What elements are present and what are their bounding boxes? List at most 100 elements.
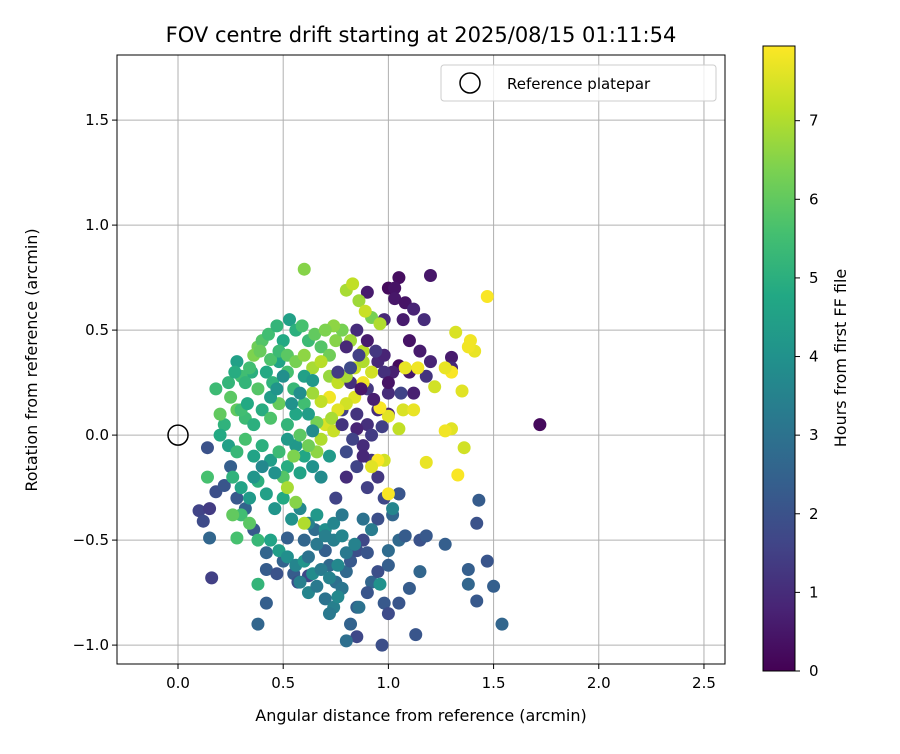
data-point: [423, 269, 437, 282]
data-point: [392, 422, 406, 436]
data-point: [270, 567, 284, 581]
data-point: [371, 565, 385, 579]
reference-platepar-marker: [167, 424, 189, 446]
y-tick-label: −0.5: [73, 531, 109, 549]
data-point: [356, 449, 370, 463]
data-point: [335, 508, 349, 522]
data-point: [314, 340, 328, 354]
data-point: [318, 323, 332, 337]
data-point: [381, 386, 395, 400]
data-point: [339, 546, 353, 560]
data-point: [360, 418, 374, 432]
data-point: [327, 516, 341, 530]
data-point: [381, 558, 395, 572]
data-point: [270, 382, 284, 396]
data-point: [297, 262, 311, 276]
data-point: [377, 596, 391, 610]
data-point: [192, 504, 206, 518]
data-point: [301, 550, 315, 564]
colorbar-tick-label: 0: [809, 662, 819, 680]
data-point: [306, 386, 320, 400]
data-point: [350, 422, 364, 436]
data-point: [314, 395, 328, 408]
data-point: [255, 460, 269, 474]
data-point: [470, 594, 484, 608]
reference-marker-layer: [167, 424, 189, 446]
y-axis-label: Rotation from reference (arcmin): [22, 228, 41, 491]
colorbar-ticks: 0 1 2 3 4 5 6 7: [795, 112, 819, 680]
data-point: [472, 493, 486, 507]
data-point: [356, 439, 370, 453]
data-point: [318, 529, 332, 543]
data-point: [365, 365, 379, 379]
data-point: [367, 392, 381, 406]
data-point: [419, 369, 433, 383]
data-point: [344, 361, 358, 375]
data-point: [413, 565, 427, 579]
data-point: [375, 638, 389, 652]
data-point: [354, 382, 368, 396]
data-point: [461, 340, 475, 354]
data-point: [438, 537, 452, 551]
data-point: [335, 418, 349, 432]
data-point: [280, 418, 294, 432]
data-point: [461, 563, 475, 576]
data-point: [306, 374, 320, 387]
data-point: [350, 460, 364, 474]
data-point: [297, 516, 311, 530]
data-point: [224, 460, 238, 474]
data-point: [295, 319, 309, 333]
colorbar-tick-label: 1: [809, 583, 819, 601]
data-point: [251, 577, 265, 591]
data-point: [388, 292, 402, 306]
data-point: [289, 407, 303, 421]
data-point: [339, 445, 353, 459]
data-point: [398, 361, 412, 375]
data-point: [394, 386, 408, 400]
data-point: [240, 397, 254, 411]
data-point: [293, 575, 307, 589]
legend-box: [440, 64, 717, 102]
data-point: [329, 491, 343, 505]
data-point: [276, 369, 290, 383]
data-point: [322, 571, 336, 585]
data-point: [455, 384, 469, 398]
data-point: [331, 558, 345, 572]
y-tick-label: 1.0: [85, 216, 109, 234]
colorbar-gradient: [762, 45, 796, 672]
data-point: [318, 592, 332, 606]
data-point: [308, 327, 322, 341]
data-point: [196, 514, 210, 528]
data-point: [243, 516, 257, 530]
data-point: [276, 334, 290, 348]
data-point: [407, 302, 421, 316]
data-point: [470, 516, 484, 530]
data-point: [297, 397, 311, 411]
grid-lines: [117, 55, 725, 664]
data-point: [259, 546, 273, 560]
data-point: [217, 418, 231, 432]
x-tick-label: 2.5: [692, 674, 716, 692]
data-point: [226, 470, 240, 484]
data-point: [261, 327, 275, 341]
data-point: [264, 353, 278, 366]
data-point: [259, 596, 273, 610]
data-point: [259, 365, 273, 379]
legend: Reference platepar: [440, 64, 717, 102]
data-point: [268, 502, 282, 516]
data-point: [314, 563, 328, 576]
data-point: [306, 424, 320, 438]
data-point: [344, 617, 358, 631]
data-point: [276, 491, 290, 505]
y-tick-label: 1.5: [85, 111, 109, 129]
data-point: [314, 355, 328, 369]
data-point: [251, 382, 265, 396]
data-point: [369, 344, 383, 358]
data-point: [407, 403, 421, 417]
data-point: [457, 441, 471, 455]
data-point: [228, 365, 242, 379]
data-point: [297, 533, 311, 547]
data-point: [200, 470, 214, 484]
data-point: [247, 418, 261, 432]
data-point: [402, 334, 416, 348]
